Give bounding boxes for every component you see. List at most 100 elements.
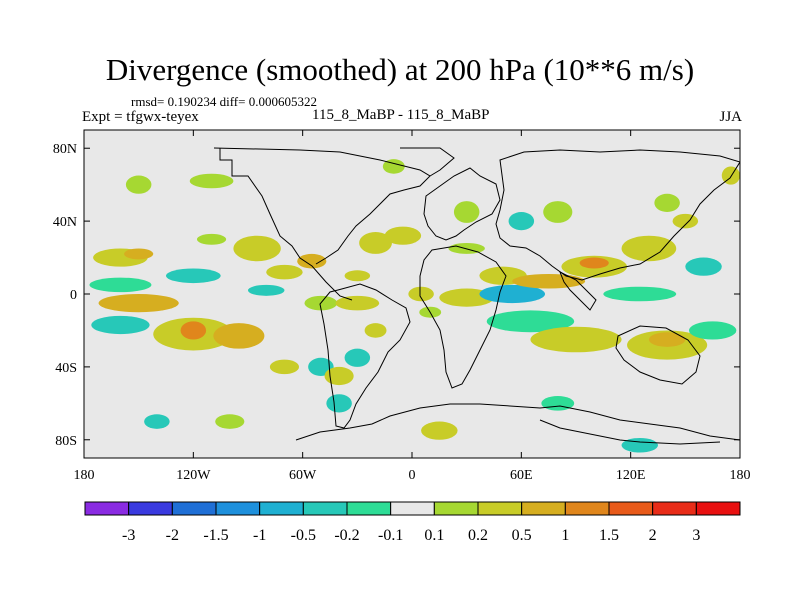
contour-blob-48 bbox=[453, 201, 480, 223]
colorbar: -3 -2 -1.5 -1 -0.5 -0.2 -0.1 0.1 0.2 0.5 1 1.5 2 3 bbox=[84, 501, 741, 544]
contour-blob-43 bbox=[685, 257, 722, 276]
contour-blob-13 bbox=[248, 284, 285, 296]
contour-blob-41 bbox=[648, 332, 686, 347]
contour-blob-46 bbox=[543, 201, 573, 223]
contour-blob-3 bbox=[98, 294, 179, 313]
coastline-antarctica bbox=[295, 403, 740, 441]
y-tick-label: 40N bbox=[53, 215, 77, 230]
contour-blob-55 bbox=[721, 166, 740, 185]
contour-blob-9 bbox=[189, 173, 234, 189]
colorbar-label: 1 bbox=[561, 527, 569, 544]
contour-blob-20 bbox=[359, 232, 392, 254]
colorbar-box-6 bbox=[346, 501, 392, 516]
colorbar-label: 2 bbox=[649, 527, 657, 544]
contour-blob-7 bbox=[213, 323, 265, 349]
coastline-north-america-east bbox=[213, 147, 431, 265]
contour-blob-14 bbox=[266, 264, 303, 280]
contour-blob-15 bbox=[297, 253, 327, 269]
x-tick-label: 0 bbox=[409, 468, 416, 483]
contour-blob-50 bbox=[421, 421, 458, 440]
colorbar-box-5 bbox=[302, 501, 348, 516]
colorbar-box-3 bbox=[215, 501, 261, 516]
coastline-greenland bbox=[400, 147, 455, 177]
colorbar-label: -2 bbox=[166, 527, 179, 544]
contour-blob-8 bbox=[125, 175, 152, 194]
colorbar-label: 0.2 bbox=[468, 527, 488, 544]
colorbar-box-2 bbox=[171, 501, 217, 516]
contour-blob-4 bbox=[91, 315, 150, 335]
contour-blob-47 bbox=[508, 212, 535, 231]
chart-title: Divergence (smoothed) at 200 hPa (10**6 … bbox=[105, 52, 695, 87]
colorbar-box-9 bbox=[477, 501, 523, 516]
colorbar-box-14 bbox=[695, 501, 741, 516]
coastline-africa bbox=[419, 245, 507, 389]
contour-blob-33 bbox=[486, 310, 575, 333]
contour-blob-27 bbox=[408, 286, 434, 302]
coastline-layer bbox=[213, 147, 740, 445]
contour-blob-53 bbox=[326, 394, 352, 413]
x-tick-label: 180 bbox=[74, 468, 95, 483]
colorbar-box-10 bbox=[521, 501, 566, 516]
colorbar-label: -3 bbox=[122, 527, 135, 544]
contour-blob-19 bbox=[335, 295, 380, 311]
contour-blob-2 bbox=[89, 277, 152, 293]
colorbar-label: -0.2 bbox=[334, 527, 359, 544]
contour-blob-11 bbox=[196, 233, 227, 245]
contour-blob-35 bbox=[530, 326, 622, 353]
season-label: JJA bbox=[719, 109, 742, 125]
colorbar-box-0 bbox=[84, 501, 130, 516]
case-label: 115_8_MaBP - 115_8_MaBP bbox=[312, 107, 490, 123]
colorbar-box-12 bbox=[608, 501, 654, 516]
y-axis: 80N 40N 0 40S 80S bbox=[53, 142, 740, 449]
coastline-antarctica-interior bbox=[539, 419, 721, 445]
colorbar-label: -1.5 bbox=[203, 527, 228, 544]
colorbar-box-1 bbox=[128, 501, 173, 516]
x-tick-label: 120E bbox=[616, 468, 646, 483]
colorbar-label: 3 bbox=[692, 527, 700, 544]
contour-blob-16 bbox=[269, 359, 300, 375]
contour-fill-layer bbox=[89, 159, 740, 453]
contour-blob-26 bbox=[384, 226, 422, 245]
contour-blob-6 bbox=[180, 321, 207, 340]
colorbar-box-4 bbox=[259, 501, 304, 516]
y-tick-label: 0 bbox=[70, 288, 77, 303]
coastline-australia bbox=[615, 325, 701, 385]
x-axis: 180 120W 60W 0 60E 120E 180 bbox=[74, 130, 751, 483]
colorbar-box-8 bbox=[433, 501, 479, 516]
contour-blob-44 bbox=[654, 193, 680, 212]
colorbar-box-13 bbox=[652, 501, 697, 516]
contour-blob-45 bbox=[672, 213, 699, 229]
coastline-india bbox=[559, 270, 597, 311]
colorbar-label: 0.1 bbox=[424, 527, 444, 544]
x-tick-label: 60E bbox=[510, 468, 533, 483]
contour-blob-49 bbox=[621, 437, 658, 453]
y-tick-label: 80S bbox=[55, 434, 77, 449]
contour-blob-10 bbox=[166, 268, 221, 284]
x-tick-label: 180 bbox=[730, 468, 751, 483]
contour-blob-32 bbox=[479, 284, 546, 304]
colorbar-label: 0.5 bbox=[512, 527, 532, 544]
x-tick-label: 120W bbox=[176, 468, 211, 483]
coastline-north-america bbox=[219, 148, 353, 301]
contour-blob-22 bbox=[324, 366, 354, 386]
colorbar-box-11 bbox=[564, 501, 610, 516]
colorbar-box-7 bbox=[390, 501, 435, 516]
coastline-south-america bbox=[319, 283, 411, 429]
contour-blob-39 bbox=[603, 286, 677, 302]
coastline-europe bbox=[423, 167, 501, 241]
contour-blob-51 bbox=[215, 414, 245, 429]
contour-blob-37 bbox=[579, 257, 609, 269]
y-tick-label: 40S bbox=[55, 361, 77, 376]
colorbar-label: 1.5 bbox=[599, 527, 619, 544]
contour-blob-52 bbox=[144, 414, 170, 429]
contour-blob-23 bbox=[344, 348, 371, 367]
contour-blob-24 bbox=[364, 323, 387, 338]
contour-blob-38 bbox=[621, 235, 677, 262]
y-tick-label: 80N bbox=[53, 142, 77, 157]
contour-blob-1 bbox=[124, 248, 154, 260]
experiment-label: Expt = tfgwx-teyex bbox=[82, 109, 199, 125]
contour-blob-25 bbox=[382, 159, 405, 174]
colorbar-label: -0.1 bbox=[378, 527, 403, 544]
coastline-asia bbox=[495, 149, 740, 281]
